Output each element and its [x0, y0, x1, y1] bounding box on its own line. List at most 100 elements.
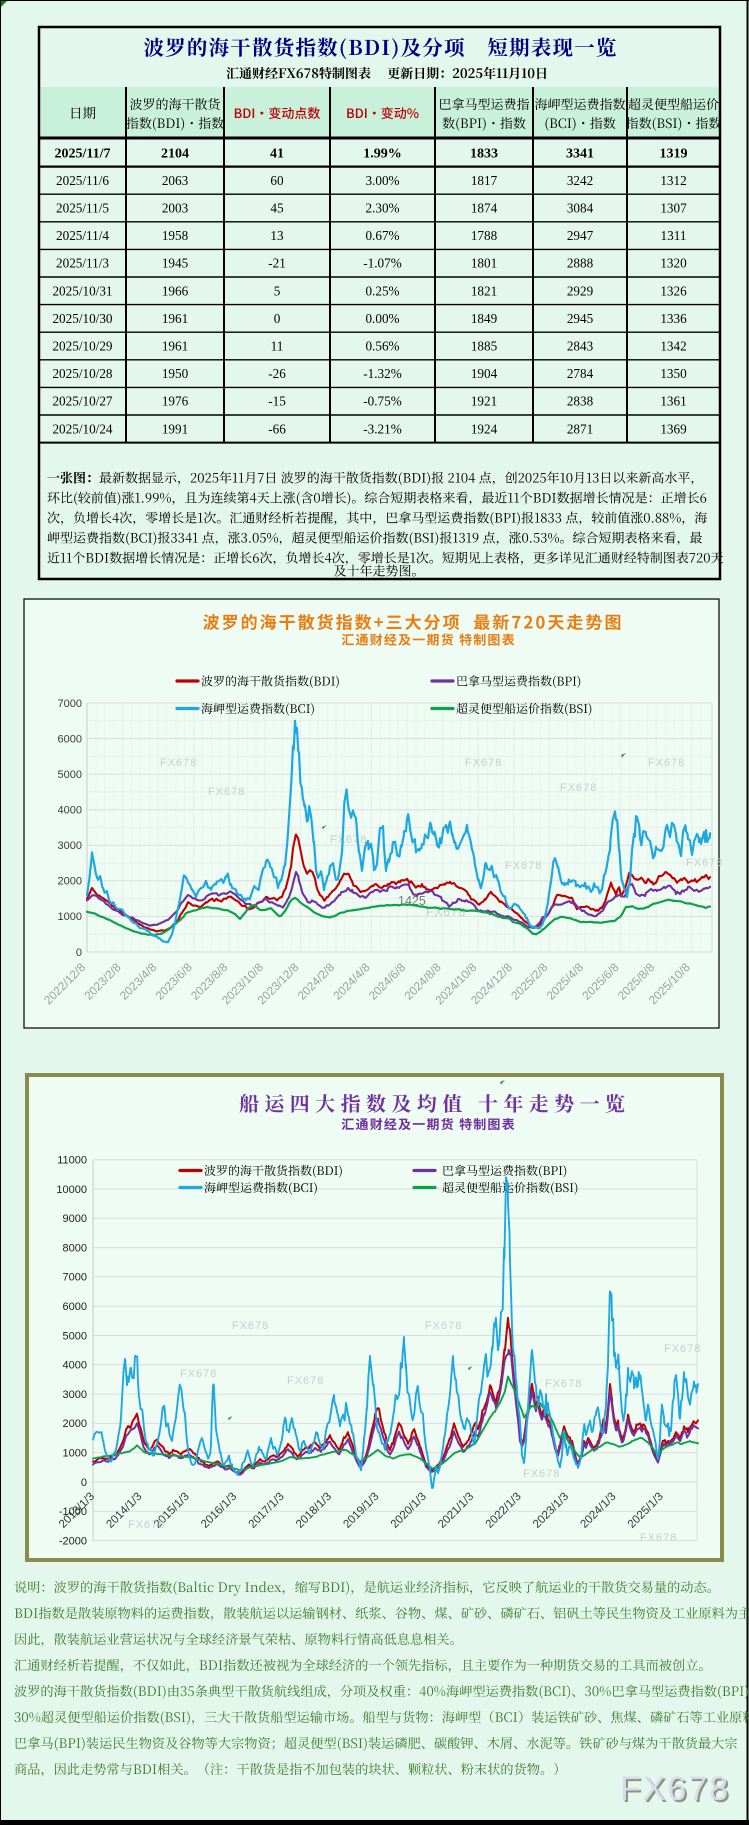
svg-text:1817: 1817 [471, 173, 498, 188]
svg-text:-1000: -1000 [59, 1506, 87, 1518]
svg-text:1921: 1921 [471, 394, 497, 409]
svg-text:-1.07%: -1.07% [363, 256, 401, 271]
svg-text:1312: 1312 [660, 173, 686, 188]
svg-text:1904: 1904 [471, 366, 498, 381]
svg-text:-0.75%: -0.75% [363, 394, 401, 409]
svg-text:FX678: FX678 [425, 1320, 462, 1332]
svg-text:FX678: FX678 [128, 1519, 165, 1531]
svg-text:0: 0 [274, 311, 281, 326]
svg-text:7000: 7000 [58, 698, 82, 710]
svg-text:1966: 1966 [162, 283, 189, 298]
svg-text:2025/10/30: 2025/10/30 [52, 311, 112, 326]
svg-text:1991: 1991 [162, 421, 188, 436]
svg-text:2.30%: 2.30% [365, 201, 399, 216]
svg-text:3242: 3242 [567, 173, 593, 188]
svg-text:41: 41 [270, 146, 284, 161]
svg-text:2838: 2838 [567, 394, 594, 409]
svg-text:2871: 2871 [567, 421, 593, 436]
svg-text:2003: 2003 [162, 201, 189, 216]
svg-text:-2000: -2000 [59, 1535, 87, 1547]
svg-text:1976: 1976 [162, 394, 189, 409]
svg-text:2025/10/27: 2025/10/27 [52, 394, 112, 409]
svg-text:-21: -21 [268, 256, 286, 271]
svg-text:2947: 2947 [567, 228, 594, 243]
svg-text:FX678: FX678 [620, 1770, 730, 1808]
svg-text:2843: 2843 [567, 339, 594, 354]
svg-text:1874: 1874 [471, 201, 498, 216]
svg-text:2025/11/3: 2025/11/3 [56, 256, 109, 271]
svg-text:4000: 4000 [63, 1360, 87, 1372]
svg-text:1833: 1833 [470, 146, 498, 161]
svg-text:8000: 8000 [63, 1242, 87, 1254]
svg-text:1885: 1885 [471, 339, 498, 354]
svg-text:1.99%: 1.99% [363, 146, 402, 161]
svg-text:1326: 1326 [660, 283, 687, 298]
svg-text:FX678: FX678 [330, 834, 367, 846]
svg-text:2025/11/6: 2025/11/6 [56, 173, 109, 188]
svg-text:FX678: FX678 [560, 782, 597, 794]
svg-text:FX678: FX678 [505, 860, 542, 872]
svg-text:7000: 7000 [63, 1272, 87, 1284]
svg-text:FX678: FX678 [180, 1368, 217, 1380]
svg-text:1000: 1000 [63, 1448, 87, 1460]
svg-text:3000: 3000 [63, 1389, 87, 1401]
svg-text:5: 5 [274, 283, 281, 298]
svg-text:45: 45 [270, 201, 284, 216]
svg-text:0: 0 [81, 1477, 87, 1489]
svg-text:2784: 2784 [567, 366, 594, 381]
svg-text:1311: 1311 [661, 228, 687, 243]
svg-text:2025/11/5: 2025/11/5 [56, 201, 109, 216]
svg-text:1000: 1000 [58, 911, 82, 923]
svg-text:2025/11/4: 2025/11/4 [56, 228, 109, 243]
svg-text:9000: 9000 [63, 1213, 87, 1225]
svg-text:5000: 5000 [58, 769, 82, 781]
svg-text:2025/10/24: 2025/10/24 [52, 421, 112, 436]
svg-text:1319: 1319 [660, 146, 688, 161]
svg-text:1958: 1958 [162, 228, 189, 243]
svg-text:6000: 6000 [58, 733, 82, 745]
svg-text:1307: 1307 [660, 201, 687, 216]
svg-text:4000: 4000 [58, 805, 82, 817]
svg-text:FX678: FX678 [523, 1468, 560, 1480]
svg-text:1849: 1849 [471, 311, 498, 326]
svg-text:-3.21%: -3.21% [363, 421, 401, 436]
svg-text:-15: -15 [268, 394, 286, 409]
svg-text:1320: 1320 [660, 256, 687, 271]
svg-text:2025/10/29: 2025/10/29 [52, 339, 112, 354]
svg-text:1924: 1924 [471, 421, 498, 436]
svg-text:1945: 1945 [162, 256, 189, 271]
svg-text:2945: 2945 [567, 311, 594, 326]
svg-text:13: 13 [270, 228, 284, 243]
svg-text:FX678: FX678 [208, 786, 245, 798]
svg-text:2104: 2104 [161, 146, 189, 161]
svg-text:6000: 6000 [63, 1301, 87, 1313]
svg-text:1350: 1350 [660, 366, 687, 381]
svg-text:2888: 2888 [567, 256, 594, 271]
svg-text:1950: 1950 [162, 366, 189, 381]
svg-text:FX678: FX678 [160, 757, 197, 769]
svg-text:FX678: FX678 [232, 1320, 269, 1332]
svg-text:FX678: FX678 [640, 1532, 677, 1544]
svg-text:2000: 2000 [63, 1418, 87, 1430]
svg-text:3.00%: 3.00% [365, 173, 399, 188]
svg-text:1361: 1361 [660, 394, 686, 409]
svg-text:1369: 1369 [660, 421, 687, 436]
svg-text:2929: 2929 [567, 283, 594, 298]
svg-text:FX678: FX678 [664, 1343, 701, 1355]
svg-text:0.25%: 0.25% [365, 283, 399, 298]
svg-text:-26: -26 [268, 366, 286, 381]
svg-text:0.67%: 0.67% [365, 228, 399, 243]
svg-text:1821: 1821 [471, 283, 497, 298]
svg-text:1801: 1801 [471, 256, 497, 271]
svg-text:3000: 3000 [58, 840, 82, 852]
svg-text:1336: 1336 [660, 311, 687, 326]
svg-text:5000: 5000 [63, 1330, 87, 1342]
svg-text:0: 0 [76, 947, 82, 959]
svg-text:FX678: FX678 [287, 1375, 324, 1387]
svg-text:1788: 1788 [471, 228, 498, 243]
svg-text:2025/10/31: 2025/10/31 [52, 283, 112, 298]
svg-text:3341: 3341 [566, 146, 594, 161]
svg-text:1961: 1961 [162, 339, 188, 354]
svg-text:10000: 10000 [56, 1184, 87, 1196]
svg-text:0.56%: 0.56% [365, 339, 399, 354]
